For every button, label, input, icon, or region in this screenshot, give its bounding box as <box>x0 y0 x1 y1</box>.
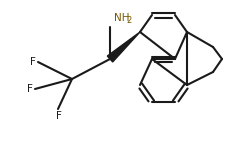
Text: F: F <box>27 84 33 94</box>
Polygon shape <box>107 32 140 62</box>
Text: 2: 2 <box>126 16 131 25</box>
Text: F: F <box>30 57 36 67</box>
Text: NH: NH <box>114 13 130 23</box>
Text: F: F <box>56 111 62 121</box>
